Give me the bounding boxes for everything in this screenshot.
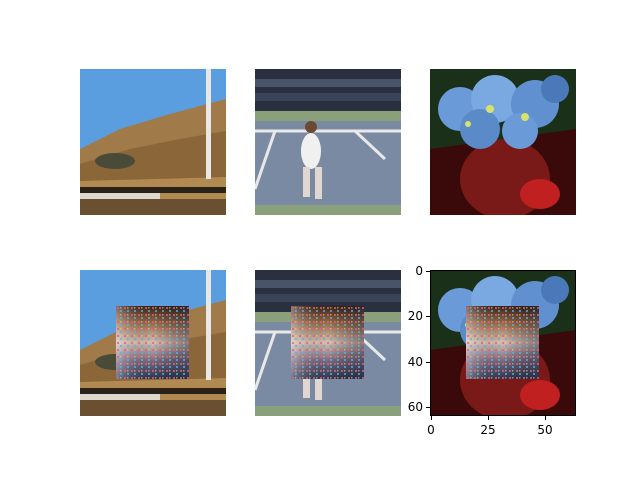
adversarial-patch (466, 306, 539, 379)
y-tick (426, 362, 430, 363)
x-tick-label: 50 (537, 423, 553, 437)
tennis-image (255, 69, 401, 215)
adversarial-patch (291, 306, 364, 379)
y-tick-label: 60 (407, 400, 423, 414)
x-tick (545, 416, 546, 420)
y-tick-label: 20 (407, 309, 423, 323)
hillside-patched-image (80, 270, 226, 416)
tennis-patched-image (255, 270, 401, 416)
x-tick (488, 416, 489, 420)
hillside-image (80, 69, 226, 215)
x-tick (431, 416, 432, 420)
flowers-patched-image (430, 270, 576, 416)
x-tick-label: 0 (427, 423, 435, 437)
adversarial-patch (116, 306, 189, 379)
flowers-scene (430, 69, 576, 215)
flowers-image (430, 69, 576, 215)
y-tick (426, 316, 430, 317)
x-tick-label: 25 (480, 423, 496, 437)
hillside-scene (80, 69, 226, 215)
tennis-scene (255, 69, 401, 215)
y-tick (426, 407, 430, 408)
y-tick (426, 271, 430, 272)
y-tick-label: 0 (415, 264, 423, 278)
y-tick-label: 40 (407, 355, 423, 369)
